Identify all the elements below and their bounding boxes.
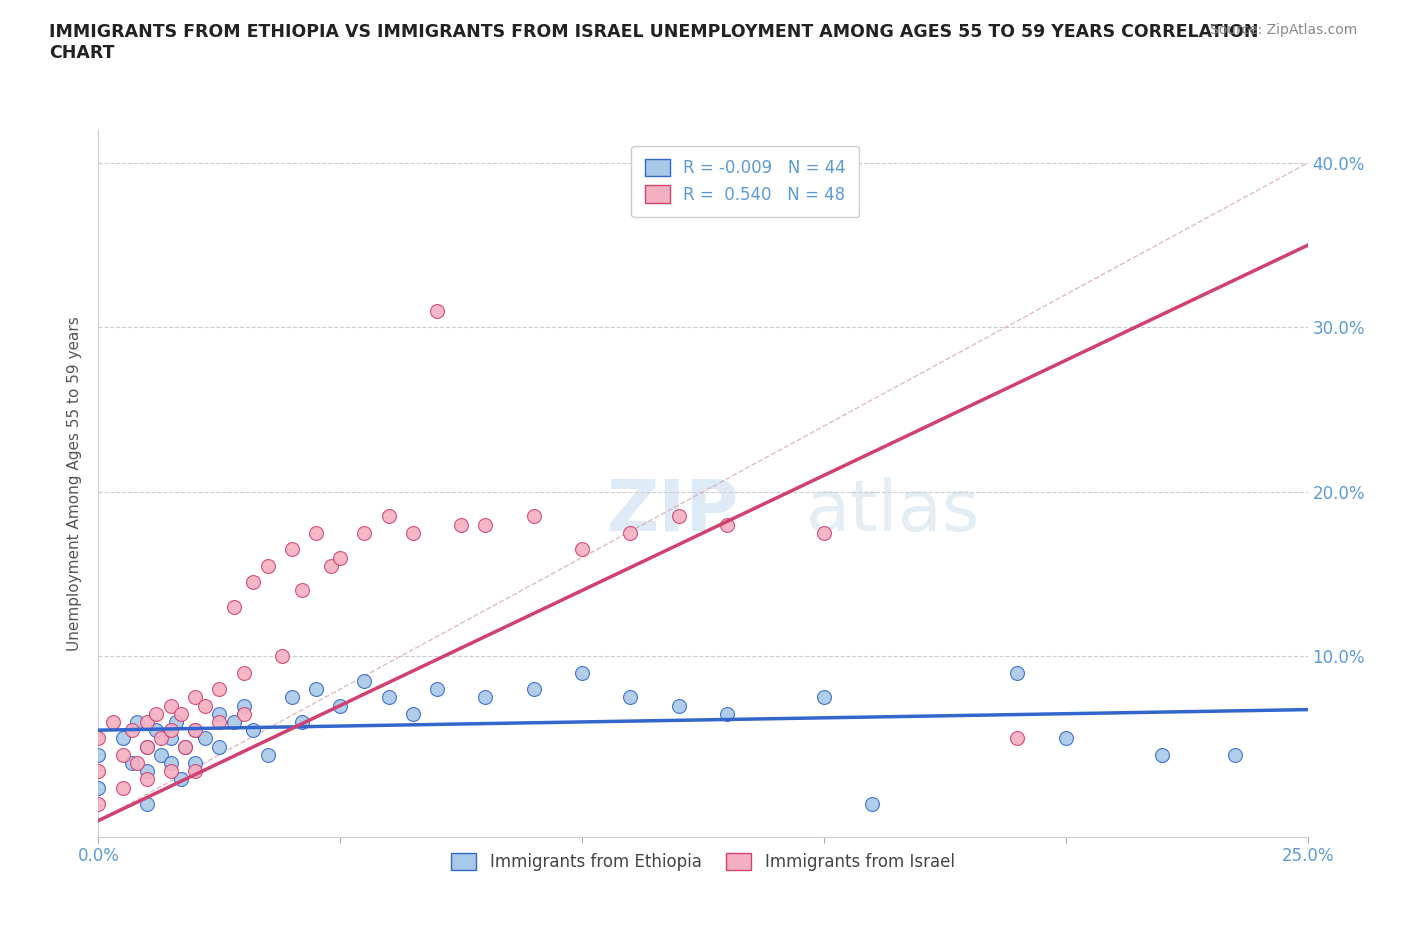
Text: ZIP: ZIP xyxy=(606,477,738,546)
Point xyxy=(319,558,342,573)
Point xyxy=(194,698,217,713)
Point xyxy=(184,764,207,778)
Point xyxy=(290,583,312,598)
Point xyxy=(101,714,124,729)
Point xyxy=(668,698,690,713)
Point xyxy=(1054,731,1077,746)
Text: atlas: atlas xyxy=(806,477,980,546)
Point xyxy=(377,509,399,524)
Point xyxy=(111,780,134,795)
Point xyxy=(208,714,231,729)
Point xyxy=(121,755,143,770)
Point xyxy=(402,525,425,540)
Point xyxy=(160,723,183,737)
Point xyxy=(135,764,157,778)
Point xyxy=(87,780,110,795)
Point xyxy=(194,731,217,746)
Point xyxy=(860,797,883,812)
Point xyxy=(165,714,187,729)
Point xyxy=(127,714,149,729)
Point xyxy=(222,714,245,729)
Point xyxy=(160,755,183,770)
Point xyxy=(1223,748,1246,763)
Point xyxy=(184,755,207,770)
Point xyxy=(184,690,207,705)
Point xyxy=(169,772,191,787)
Point xyxy=(474,517,496,532)
Point xyxy=(169,706,191,721)
Point xyxy=(353,525,375,540)
Point xyxy=(121,723,143,737)
Point xyxy=(184,723,207,737)
Point xyxy=(450,517,472,532)
Point xyxy=(242,723,264,737)
Point xyxy=(426,682,449,697)
Point xyxy=(135,739,157,754)
Text: IMMIGRANTS FROM ETHIOPIA VS IMMIGRANTS FROM ISRAEL UNEMPLOYMENT AMONG AGES 55 TO: IMMIGRANTS FROM ETHIOPIA VS IMMIGRANTS F… xyxy=(49,23,1258,62)
Point xyxy=(305,682,328,697)
Point xyxy=(87,731,110,746)
Point xyxy=(281,542,304,557)
Point xyxy=(474,690,496,705)
Point xyxy=(208,682,231,697)
Point xyxy=(571,665,593,680)
Point xyxy=(619,525,641,540)
Point xyxy=(716,517,738,532)
Point xyxy=(1152,748,1174,763)
Point xyxy=(135,714,157,729)
Point xyxy=(127,755,149,770)
Point xyxy=(145,723,167,737)
Point xyxy=(232,665,254,680)
Point xyxy=(1007,731,1029,746)
Point xyxy=(150,748,173,763)
Point xyxy=(184,723,207,737)
Point xyxy=(160,764,183,778)
Point xyxy=(668,509,690,524)
Point xyxy=(716,706,738,721)
Point xyxy=(329,698,352,713)
Point xyxy=(150,731,173,746)
Point xyxy=(402,706,425,721)
Point xyxy=(160,731,183,746)
Point xyxy=(813,690,835,705)
Point xyxy=(135,772,157,787)
Point xyxy=(329,551,352,565)
Point xyxy=(87,764,110,778)
Point xyxy=(208,739,231,754)
Point xyxy=(353,673,375,688)
Text: Source: ZipAtlas.com: Source: ZipAtlas.com xyxy=(1209,23,1357,37)
Point xyxy=(208,706,231,721)
Point xyxy=(523,509,546,524)
Point xyxy=(619,690,641,705)
Point xyxy=(256,558,278,573)
Point xyxy=(87,797,110,812)
Point xyxy=(174,739,197,754)
Point xyxy=(813,525,835,540)
Point xyxy=(256,748,278,763)
Point xyxy=(87,748,110,763)
Point xyxy=(135,797,157,812)
Legend: Immigrants from Ethiopia, Immigrants from Israel: Immigrants from Ethiopia, Immigrants fro… xyxy=(444,846,962,878)
Point xyxy=(145,706,167,721)
Point xyxy=(111,748,134,763)
Point xyxy=(160,698,183,713)
Point xyxy=(305,525,328,540)
Point xyxy=(135,739,157,754)
Point xyxy=(290,714,312,729)
Point xyxy=(523,682,546,697)
Point xyxy=(232,706,254,721)
Point xyxy=(426,303,449,318)
Y-axis label: Unemployment Among Ages 55 to 59 years: Unemployment Among Ages 55 to 59 years xyxy=(67,316,83,651)
Point xyxy=(242,575,264,590)
Point xyxy=(1007,665,1029,680)
Point xyxy=(222,600,245,615)
Point xyxy=(111,731,134,746)
Point xyxy=(571,542,593,557)
Point xyxy=(232,698,254,713)
Point xyxy=(174,739,197,754)
Point xyxy=(377,690,399,705)
Point xyxy=(271,649,294,664)
Point xyxy=(281,690,304,705)
